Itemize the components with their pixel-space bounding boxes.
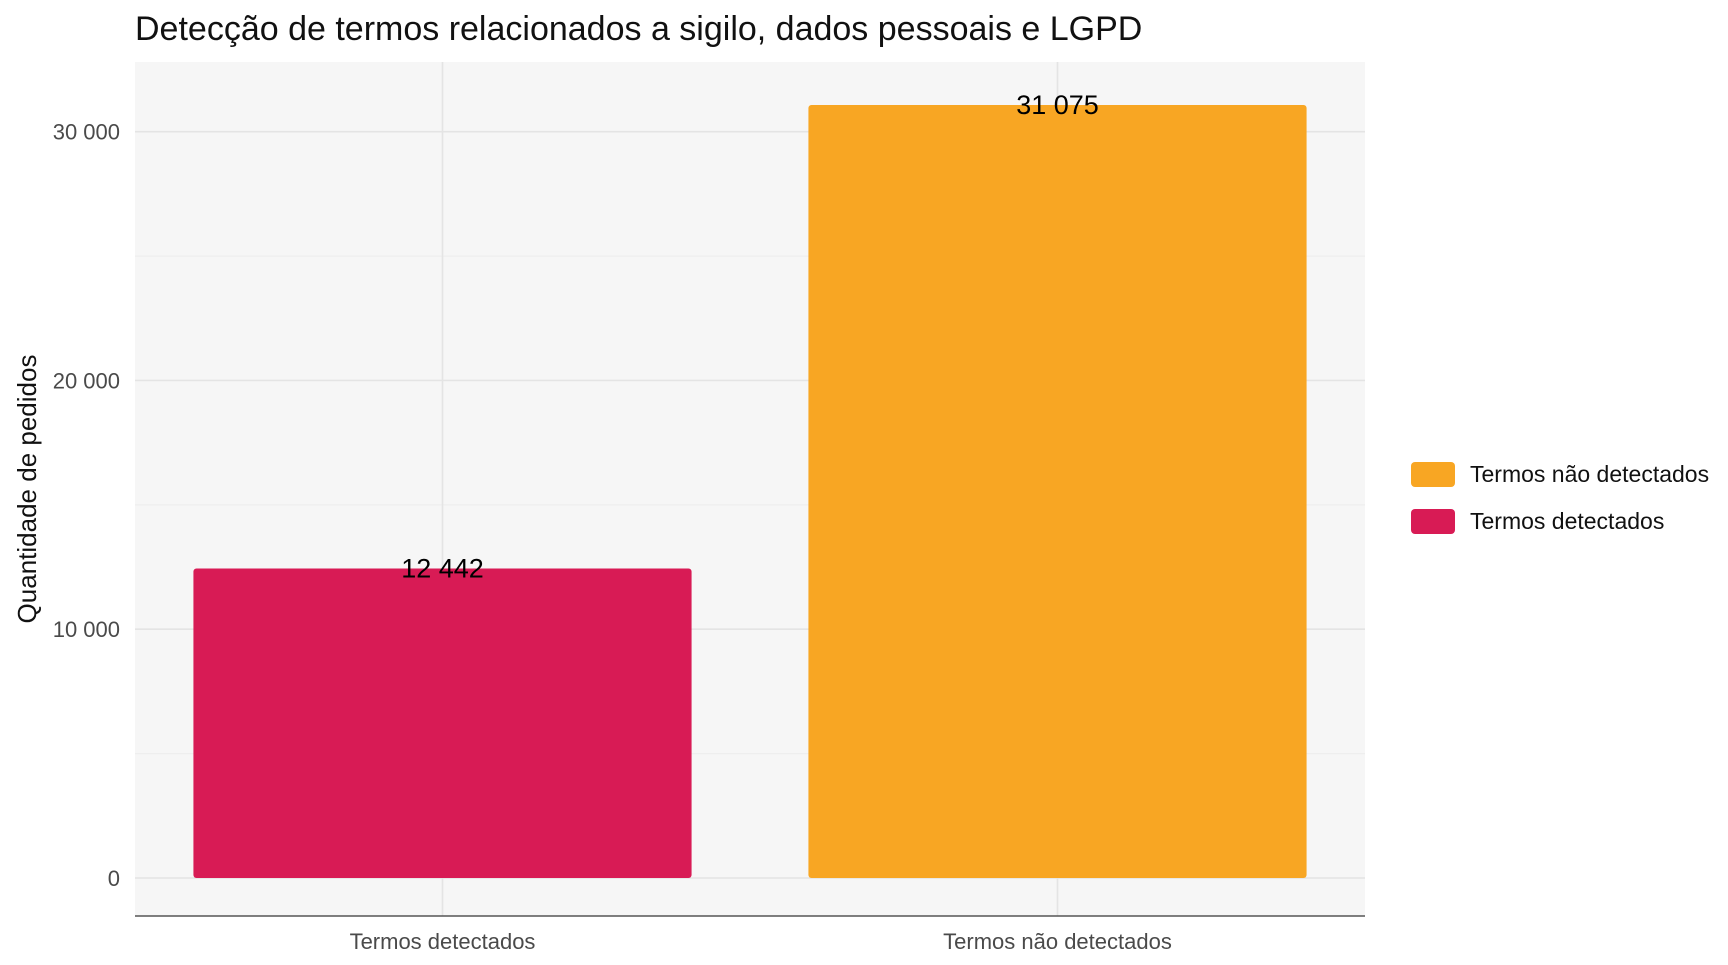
y-axis-ticks: 0 10 000 20 000 30 000 <box>53 120 120 891</box>
data-labels: 12 442 31 075 <box>401 90 1099 584</box>
bar-1 <box>193 568 692 878</box>
y-tick-label: 20 000 <box>53 368 120 393</box>
x-tick-label: Termos não detectados <box>943 929 1172 954</box>
y-tick-label: 10 000 <box>53 617 120 642</box>
data-label-2: 31 075 <box>1016 90 1099 120</box>
y-tick-label: 0 <box>108 866 120 891</box>
y-tick-label: 30 000 <box>53 120 120 145</box>
x-axis-ticks: Termos detectados Termos não detectados <box>350 929 1172 954</box>
chart-title: Detecção de termos relacionados a sigilo… <box>135 10 1142 48</box>
legend: Termos não detectados Termos detectados <box>1411 461 1709 534</box>
y-axis-label: Quantidade de pedidos <box>12 355 42 624</box>
legend-swatch <box>1411 509 1455 534</box>
bar-2 <box>808 104 1307 879</box>
legend-label: Termos detectados <box>1470 508 1664 534</box>
x-tick-label: Termos detectados <box>350 929 536 954</box>
bars <box>193 104 1307 879</box>
legend-label: Termos não detectados <box>1470 461 1709 487</box>
data-label-1: 12 442 <box>401 553 484 583</box>
legend-swatch <box>1411 462 1455 487</box>
